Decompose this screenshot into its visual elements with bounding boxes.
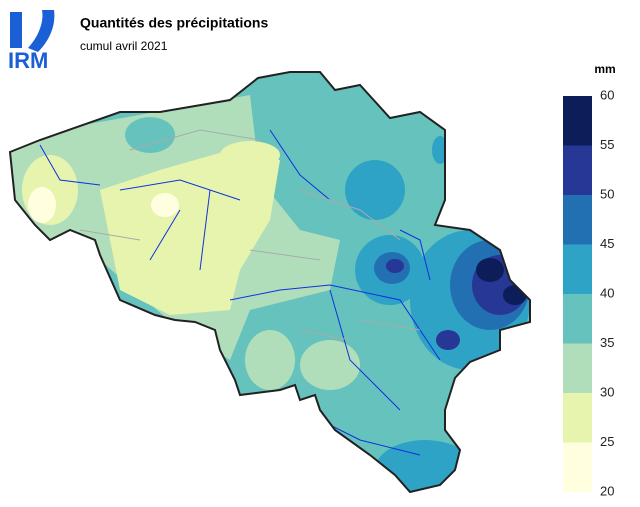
map-zone <box>245 330 295 390</box>
legend-tick-label: 55 <box>600 137 614 152</box>
map-zone <box>436 330 460 350</box>
map-zone <box>125 117 175 153</box>
legend-tick-label: 20 <box>600 483 614 498</box>
legend-swatch <box>563 294 592 344</box>
legend-tick-label: 25 <box>600 434 614 449</box>
legend-unit: mm <box>594 62 615 76</box>
logo-text: IRM <box>8 48 48 73</box>
map-zone <box>151 193 179 217</box>
subtitle: cumul avril 2021 <box>80 39 168 53</box>
border <box>79 129 421 341</box>
title: Quantités des précipitations <box>80 15 268 31</box>
legend-swatch <box>563 343 592 393</box>
logo: IRM <box>8 10 55 73</box>
map-zone <box>220 141 280 169</box>
legend-tick-label: 45 <box>600 236 614 251</box>
legend-swatch <box>563 195 592 245</box>
legend-tick-label: 35 <box>600 335 614 350</box>
legend-swatch <box>563 393 592 443</box>
country-outline <box>8 71 531 494</box>
map-zone <box>300 340 360 390</box>
map-zone <box>28 187 56 223</box>
map-zone <box>503 285 527 305</box>
map-zone <box>100 150 280 315</box>
legend-tick-label: 60 <box>600 87 614 102</box>
legend-tick-label: 30 <box>600 384 614 399</box>
legend-swatch <box>563 244 592 294</box>
legend-tick-label: 40 <box>600 285 614 300</box>
map-zone <box>345 160 405 220</box>
legend-swatch <box>563 442 592 492</box>
legend-tick-label: 50 <box>600 186 614 201</box>
legend-swatch <box>563 145 592 195</box>
logo-shape <box>28 10 55 52</box>
river <box>39 129 441 456</box>
logo-shape <box>10 12 22 48</box>
map-zone <box>386 259 404 273</box>
legend-swatch <box>563 96 592 146</box>
map-zone <box>476 258 504 282</box>
legend: 20 25 30 35 40 45 50 55 60 <box>563 87 614 498</box>
